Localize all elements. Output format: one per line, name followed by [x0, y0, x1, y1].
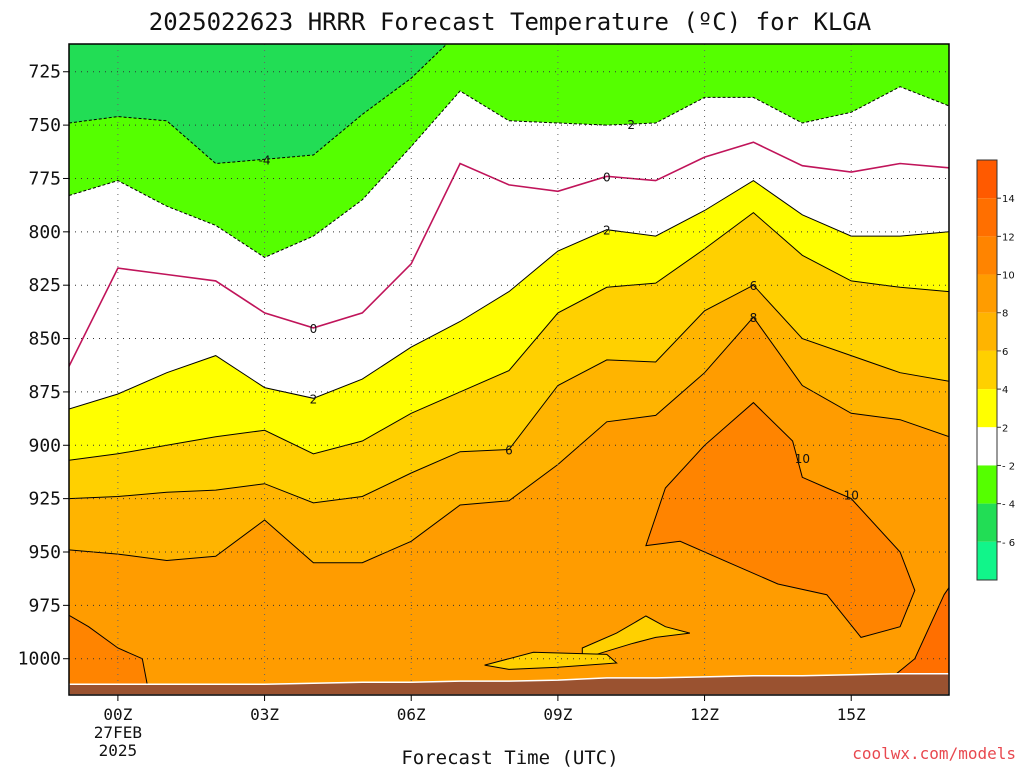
chart-title: 2025022623 HRRR Forecast Temperature (ºC… [149, 8, 872, 36]
contour-lines [69, 44, 949, 564]
contour-label-10a: 10 [795, 452, 810, 466]
colorbar-label-0: 14 [1002, 194, 1015, 205]
contour-label-10b: 10 [844, 488, 859, 502]
contour-label-0b: 0 [310, 322, 318, 336]
colorbar-label-8: - 4 [1002, 500, 1015, 511]
colorbar-label-3: 8 [1002, 309, 1008, 320]
grid-lines [69, 44, 949, 695]
colorbar-label-1: 12 [1002, 232, 1015, 243]
temperature-fills [69, 44, 949, 563]
colorbar-frame [976, 159, 998, 581]
contour-label-2: 2 [603, 224, 611, 238]
contour-label-2b: 2 [310, 392, 318, 406]
colorbar-band-10 [977, 236, 997, 275]
contour-label-m4: -4 [259, 153, 271, 167]
ground-fill [69, 672, 949, 695]
y-axis-ticks: 725 750 775 800 825 850 875 900 925 950 975 1000 [18, 62, 69, 670]
plot-frame [68, 43, 950, 696]
contour-label-6: 6 [505, 444, 513, 458]
ytick-label-1000: 1000 [18, 649, 61, 670]
contour-labels: -4 2 0 0 2 2 6 6 8 10 10 [259, 118, 859, 502]
ytick-label-875: 875 [28, 382, 61, 403]
xtick-label-12: 12Z [690, 705, 719, 724]
xtick-label-3: 03Z [250, 705, 279, 724]
colorbar: 14 12 10 8 6 4 2 - 2 - 4 - 6 [976, 159, 1015, 581]
xtick-label-0: 00Z [103, 705, 132, 724]
colorbar-label-9: - 6 [1002, 538, 1015, 549]
xtick-label-15: 15Z [837, 705, 866, 724]
colorbar-band-8 [977, 274, 997, 313]
ytick-label-950: 950 [28, 542, 61, 563]
ytick-label-825: 825 [28, 275, 61, 296]
contour-label-8: 8 [750, 311, 758, 325]
fill-above-m4 [69, 44, 447, 164]
xtick-label-6: 06Z [397, 705, 426, 724]
colorbar-label-7: - 2 [1002, 461, 1015, 472]
colorbar-band-2 [977, 389, 997, 428]
contour-0 [69, 141, 949, 367]
colorbar-band-6 [977, 312, 997, 351]
xtick-date: 27FEB [94, 723, 142, 742]
contour-2 [69, 180, 949, 410]
colorbar-band-m6 [977, 503, 997, 542]
contour-8 [69, 316, 949, 564]
warm-region-10 [645, 401, 916, 638]
contour-6 [69, 284, 949, 504]
ytick-label-925: 925 [28, 489, 61, 510]
xtick-label-9: 09Z [543, 705, 572, 724]
plot-area [69, 44, 949, 695]
ground-surface [69, 672, 949, 695]
ytick-label-900: 900 [28, 435, 61, 456]
ytick-label-800: 800 [28, 222, 61, 243]
colorbar-band-4 [977, 350, 997, 390]
contour-m2 [69, 86, 949, 258]
contour-4 [69, 211, 949, 461]
colorbar-label-2: 10 [1002, 271, 1015, 282]
contour-label-m2: 2 [627, 118, 635, 132]
colorbar-label-5: 4 [1002, 385, 1008, 396]
colorbar-band-14 [977, 160, 997, 199]
ytick-label-850: 850 [28, 329, 61, 350]
warm-region-10-west [69, 614, 148, 685]
credit-link[interactable]: coolwx.com/models [852, 744, 1016, 763]
colorbar-band-12 [977, 198, 997, 237]
contour-label-0: 0 [603, 170, 611, 184]
cool-pocket-low [484, 651, 618, 670]
contour-label-6b: 6 [750, 279, 758, 293]
ytick-label-750: 750 [28, 115, 61, 136]
ytick-label-975: 975 [28, 595, 61, 616]
colorbar-band-m8 [977, 541, 997, 580]
colorbar-band-m2 [977, 427, 997, 466]
ytick-label-725: 725 [28, 62, 61, 83]
ytick-label-775: 775 [28, 168, 61, 189]
colorbar-band-m4 [977, 465, 997, 504]
x-axis-label: Forecast Time (UTC) [401, 747, 618, 768]
colorbar-label-4: 6 [1002, 347, 1008, 358]
xtick-year: 2025 [99, 741, 138, 760]
cool-pocket [581, 615, 691, 660]
colorbar-label-6: 2 [1002, 423, 1008, 434]
